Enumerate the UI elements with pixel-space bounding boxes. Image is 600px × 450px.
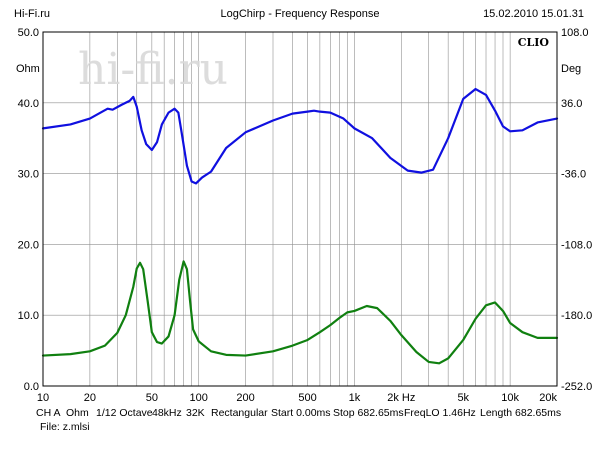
- plot-frame: [42, 31, 558, 387]
- y-right-tick-label: -252.0: [561, 381, 592, 393]
- y-left-tick-label: 30.0: [18, 169, 39, 181]
- footer-field: CH A: [36, 407, 61, 419]
- x-tick-label: 1k: [349, 392, 361, 404]
- footer-field: 48kHz: [152, 407, 182, 419]
- x-tick-label: 20k: [539, 392, 557, 404]
- footer-field: Length 682.65ms: [480, 407, 561, 419]
- header-datetime: 15.02.2010 15.01.31: [483, 8, 584, 20]
- y-right-tick-label: 36.0: [561, 98, 582, 110]
- x-tick-label: 10k: [501, 392, 519, 404]
- x-tick-label: 200: [236, 392, 254, 404]
- y-left-tick-label: 40.0: [18, 98, 39, 110]
- y-left-tick-label: 50.0: [18, 27, 39, 39]
- footer-field: 1/12 Octave: [96, 407, 153, 419]
- footer-field: FreqLO 1.46Hz: [404, 407, 476, 419]
- y-right-tick-label: -180.0: [561, 310, 592, 322]
- brand-logo: CLIO: [518, 36, 550, 49]
- series-line-1: [41, 87, 559, 185]
- footer-field: Start 0.00ms: [271, 407, 331, 419]
- tick-labels: 0.0 10.0 20.0 30.0 40.0 50.0 -252.0 -180.0 -108.…: [18, 27, 593, 404]
- x-tick-label: 50: [146, 392, 158, 404]
- x-tick-label: 2k Hz: [387, 392, 415, 404]
- x-tick-label: 10: [37, 392, 49, 404]
- header-site: Hi-Fi.ru: [14, 8, 50, 20]
- y-right-unit: Deg: [561, 63, 581, 75]
- footer-field: 32K: [186, 407, 205, 419]
- y-right-tick-label: -36.0: [561, 169, 586, 181]
- watermark: hi-fi.ru: [78, 44, 228, 95]
- y-left-tick-label: 0.0: [24, 381, 39, 393]
- y-left-tick-label: 10.0: [18, 310, 39, 322]
- header-title: LogChirp - Frequency Response: [221, 8, 380, 20]
- x-tick-label: 500: [298, 392, 316, 404]
- y-right-tick-label: 108.0: [561, 27, 589, 39]
- x-tick-label: 20: [84, 392, 96, 404]
- footer-file: File: z.mlsi: [40, 421, 90, 433]
- footer-field: Rectangular: [211, 407, 268, 419]
- footer-info: CH A Ohm 1/12 Octave 48kHz 32K Rectangular Sta…: [36, 407, 561, 419]
- y-left-unit: Ohm: [16, 63, 40, 75]
- footer-field: Ohm: [66, 407, 89, 419]
- footer-field: Stop 682.65ms: [333, 407, 404, 419]
- y-left-tick-label: 20.0: [18, 239, 39, 251]
- x-tick-label: 5k: [457, 392, 469, 404]
- series-line-2: [41, 260, 559, 365]
- y-right-tick-label: -108.0: [561, 239, 592, 251]
- x-tick-label: 100: [190, 392, 208, 404]
- series-layer: [41, 87, 559, 365]
